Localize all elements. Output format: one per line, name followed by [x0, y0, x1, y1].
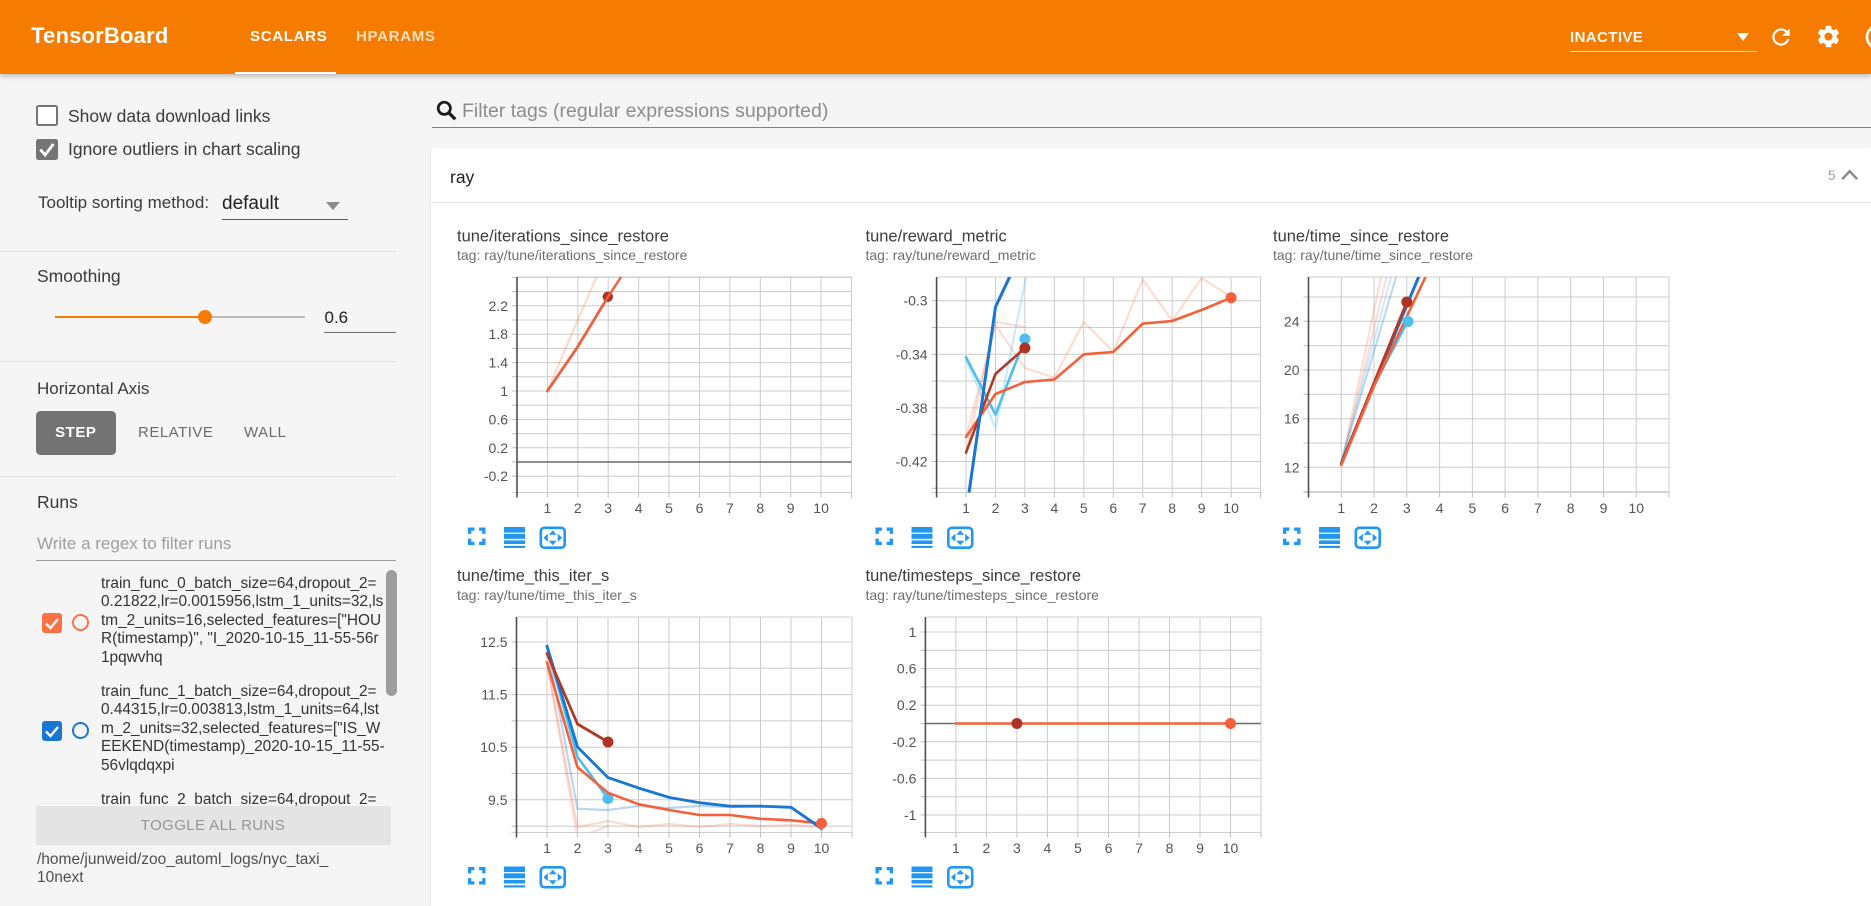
svg-text:5: 5	[1080, 500, 1088, 516]
svg-text:5: 5	[1469, 500, 1477, 516]
svg-text:2: 2	[983, 840, 991, 856]
svg-text:2: 2	[1370, 500, 1378, 516]
svg-text:4: 4	[1051, 500, 1059, 516]
svg-text:-0.2: -0.2	[892, 734, 916, 750]
svg-text:9: 9	[787, 500, 795, 516]
svg-text:3: 3	[1403, 500, 1411, 516]
svg-text:tag: ray/tune/iterations_since: tag: ray/tune/iterations_since_restore	[457, 247, 688, 263]
svg-text:tune/reward_metric: tune/reward_metric	[866, 228, 1007, 246]
svg-text:1: 1	[909, 624, 917, 640]
svg-text:tag: ray/tune/reward_metric: tag: ray/tune/reward_metric	[866, 247, 1036, 263]
svg-text:8: 8	[756, 500, 764, 516]
svg-text:8: 8	[757, 840, 765, 856]
svg-text:1: 1	[500, 383, 508, 399]
svg-text:6: 6	[1105, 840, 1113, 856]
svg-text:7: 7	[1139, 500, 1147, 516]
svg-text:-0.38: -0.38	[896, 400, 928, 416]
svg-text:1: 1	[1337, 500, 1345, 516]
svg-text:6: 6	[1501, 500, 1509, 516]
svg-text:-0.2: -0.2	[484, 468, 508, 484]
svg-text:tune/iterations_since_restore: tune/iterations_since_restore	[457, 228, 669, 246]
svg-text:5: 5	[665, 500, 673, 516]
svg-text:8: 8	[1567, 500, 1575, 516]
svg-text:-0.6: -0.6	[892, 770, 916, 786]
svg-text:4: 4	[635, 840, 643, 856]
svg-text:6: 6	[1109, 500, 1117, 516]
svg-text:7: 7	[1534, 500, 1542, 516]
svg-text:2.2: 2.2	[489, 298, 509, 314]
svg-text:0.6: 0.6	[897, 661, 917, 677]
svg-text:4: 4	[1436, 500, 1444, 516]
svg-text:6: 6	[696, 500, 704, 516]
svg-text:12: 12	[1284, 459, 1300, 475]
svg-text:0.2: 0.2	[897, 697, 917, 713]
svg-text:7: 7	[726, 840, 734, 856]
svg-text:tune/time_this_iter_s: tune/time_this_iter_s	[457, 567, 609, 585]
svg-text:11.5: 11.5	[481, 687, 507, 703]
svg-text:10: 10	[813, 500, 829, 516]
svg-text:6: 6	[696, 840, 704, 856]
svg-text:3: 3	[604, 500, 612, 516]
svg-text:tune/timesteps_since_restore: tune/timesteps_since_restore	[866, 567, 1082, 585]
svg-text:-0.3: -0.3	[903, 293, 927, 309]
svg-text:8: 8	[1168, 500, 1176, 516]
svg-text:-0.42: -0.42	[896, 454, 928, 470]
svg-text:10: 10	[1628, 500, 1644, 516]
svg-text:1: 1	[962, 500, 970, 516]
svg-text:0.6: 0.6	[489, 411, 509, 427]
svg-text:1: 1	[543, 840, 551, 856]
svg-text:24: 24	[1284, 313, 1300, 329]
svg-text:3: 3	[1021, 500, 1029, 516]
svg-text:2: 2	[574, 500, 582, 516]
svg-text:-0.34: -0.34	[896, 346, 928, 362]
svg-text:7: 7	[1135, 840, 1143, 856]
svg-text:-1: -1	[904, 807, 917, 823]
svg-text:8: 8	[1166, 840, 1174, 856]
svg-text:3: 3	[604, 840, 612, 856]
svg-text:9: 9	[1600, 500, 1608, 516]
svg-text:9: 9	[1196, 840, 1204, 856]
svg-text:1.4: 1.4	[489, 355, 509, 371]
svg-text:tag: ray/tune/time_since_resto: tag: ray/tune/time_since_restore	[1273, 247, 1473, 263]
svg-text:1: 1	[952, 840, 960, 856]
svg-text:7: 7	[726, 500, 734, 516]
svg-text:3: 3	[1013, 840, 1021, 856]
svg-text:9: 9	[1198, 500, 1206, 516]
svg-text:4: 4	[1044, 840, 1052, 856]
svg-text:2: 2	[992, 500, 1000, 516]
svg-text:5: 5	[1074, 840, 1082, 856]
svg-text:20: 20	[1284, 362, 1300, 378]
svg-text:10.5: 10.5	[480, 739, 507, 755]
svg-text:1.8: 1.8	[489, 326, 509, 342]
svg-text:1: 1	[544, 500, 552, 516]
svg-text:10: 10	[814, 840, 830, 856]
svg-text:0.2: 0.2	[489, 440, 509, 456]
svg-text:5: 5	[665, 840, 673, 856]
svg-text:tag: ray/tune/timesteps_since_: tag: ray/tune/timesteps_since_restore	[866, 587, 1100, 603]
svg-text:16: 16	[1284, 411, 1300, 427]
svg-text:9: 9	[787, 840, 795, 856]
svg-text:2: 2	[574, 840, 582, 856]
svg-text:10: 10	[1223, 500, 1239, 516]
svg-text:9.5: 9.5	[488, 792, 508, 808]
svg-text:12.5: 12.5	[480, 634, 507, 650]
svg-text:tag: ray/tune/time_this_iter_s: tag: ray/tune/time_this_iter_s	[457, 587, 637, 603]
svg-text:10: 10	[1223, 840, 1239, 856]
svg-text:tune/time_since_restore: tune/time_since_restore	[1273, 228, 1449, 246]
svg-text:4: 4	[635, 500, 643, 516]
